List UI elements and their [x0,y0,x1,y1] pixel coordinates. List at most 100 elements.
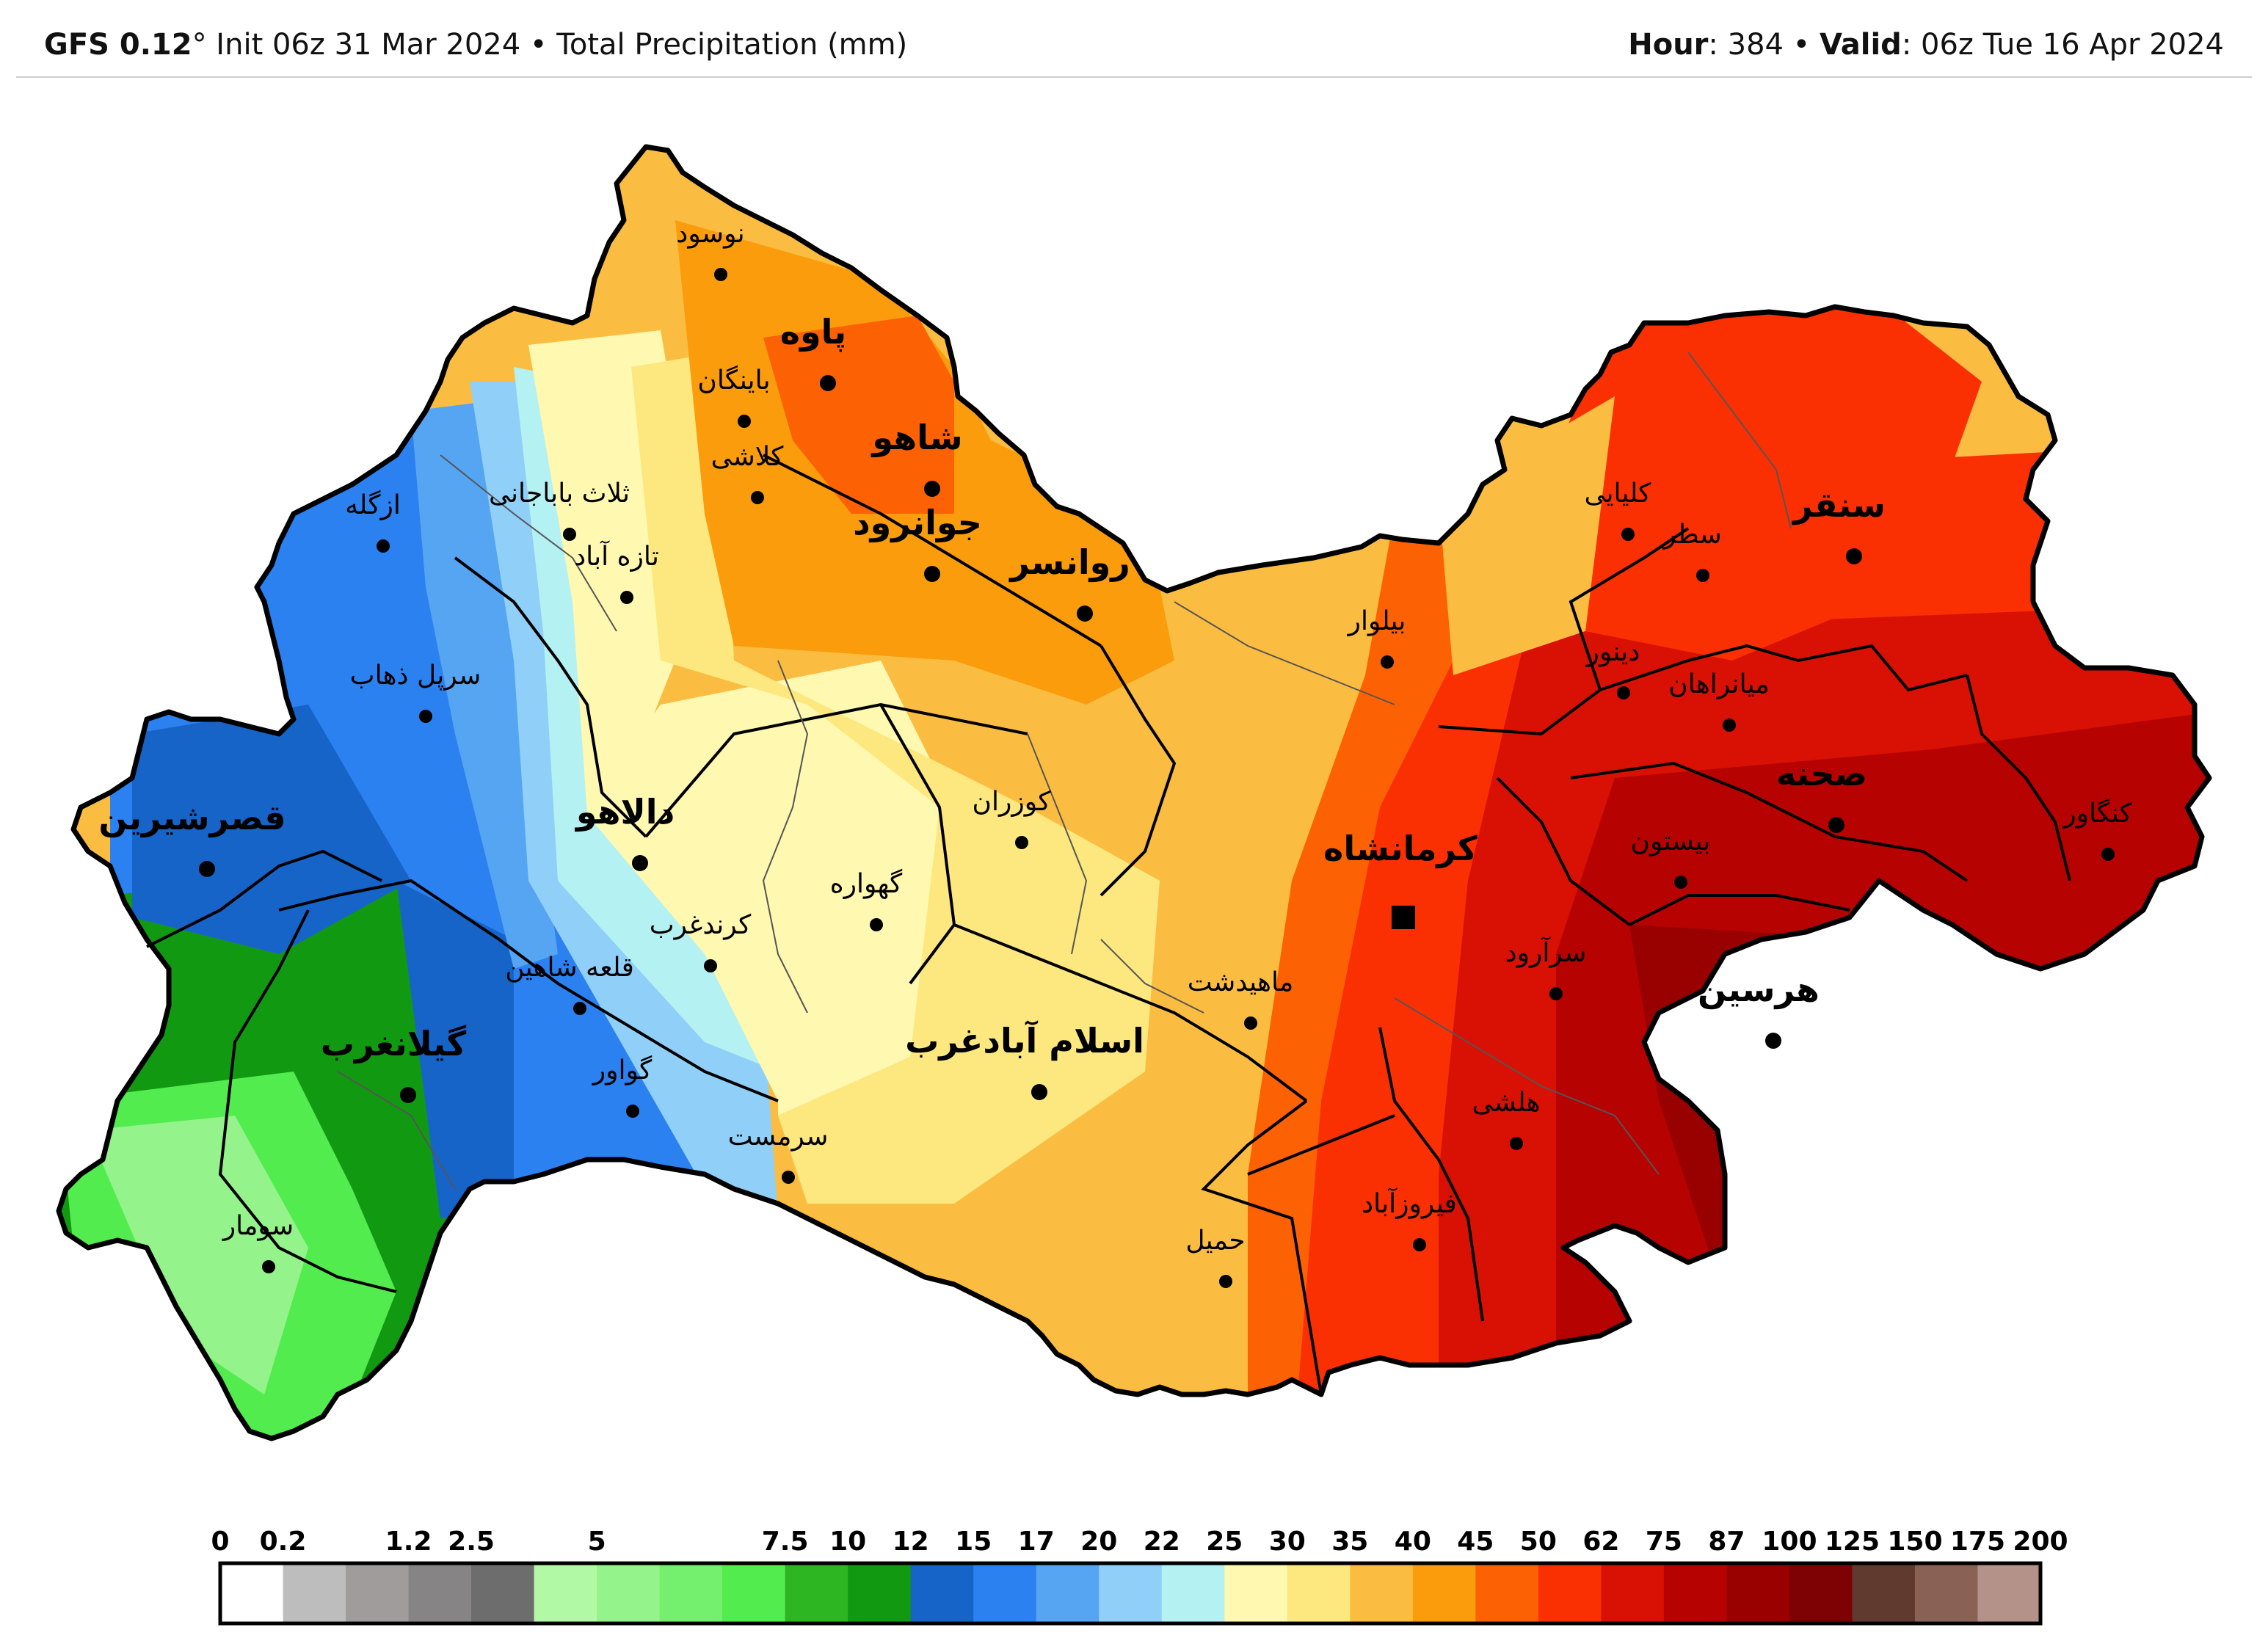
legend-swatches [220,1563,2041,1623]
legend-tick-label: 62 [1582,1527,1619,1557]
legend-swatch [1914,1563,1978,1623]
city-label: سرمست [728,1121,829,1152]
city-label: قلعه شاهین [505,953,634,983]
legend-swatch [1726,1563,1790,1623]
legend-tick-label: 17 [1018,1527,1055,1557]
city-dot [1828,817,1844,833]
precip-fill [59,147,2209,1438]
city-marker: سرپل ذهاب [350,661,481,723]
header-valid: Hour: 384 • Valid: 06z Tue 16 Apr 2024 [1628,28,2224,62]
model-name: GFS 0.12 [44,28,192,62]
legend-ticks: 0 0.2 1.2 2.5 5 7.5 10 12 15 17 20 22 25 30 35 40 45 50 62… [211,1527,2068,1557]
legend-swatch [659,1563,723,1623]
city-dot [1696,569,1709,582]
city-dot [1621,528,1635,541]
city-marker: دینور [1585,637,1640,699]
city-dot [563,528,576,541]
city-marker: کوزران [973,787,1051,849]
legend-tick-label: 200 [2013,1527,2068,1557]
legend-swatch [1663,1563,1727,1623]
city-label: قصرشیرین [98,798,286,837]
city-marker: کرمانشاه [1323,829,1478,868]
precipitation-legend: 0 0.2 1.2 2.5 5 7.5 10 12 15 17 20 22 25 30 35 40 45 50 62… [211,1527,2068,1626]
city-layer: نوسود پاوه باینگان شاهو کلاشی ازگله ثلاث باباج… [98,219,2133,1288]
legend-swatch [220,1563,284,1623]
city-label: شاهو [871,418,962,457]
legend-swatch [1977,1563,2041,1623]
city-marker: تازه آباد [574,539,659,604]
city-marker: دالاهو [575,792,675,871]
city-label: سطر [1662,520,1722,550]
city-dot [377,539,390,553]
city-dot [1510,1137,1523,1150]
city-marker: باینگان [697,365,771,428]
legend-tick-label: 45 [1457,1527,1494,1557]
city-label: ماهیدشت [1188,967,1294,997]
legend-tick-label: 100 [1762,1527,1817,1557]
city-label: سرپل ذهاب [350,661,481,691]
city-marker: فیروزآباد [1362,1187,1457,1251]
city-dot [2101,848,2115,861]
city-label: فیروزآباد [1362,1187,1457,1219]
legend-tick-label: 125 [1825,1527,1880,1557]
city-label: هلشی [1472,1088,1540,1118]
city-label: سرآرود [1505,936,1587,968]
city-marker: پاوه [780,312,846,391]
legend-tick-label: 2.5 [448,1527,495,1557]
city-label: کرمانشاه [1323,829,1478,868]
city-dot [1549,987,1563,1000]
legend-swatch [1099,1563,1163,1623]
city-label: کلیایی [1585,479,1652,509]
valid-value: : 06z Tue 16 Apr 2024 [1901,28,2224,62]
city-marker: ثلاث باباجانی [489,479,630,541]
city-label: پاوه [780,312,846,352]
city-label: جوانرود [853,503,982,542]
bullet-separator: • [520,28,557,62]
city-label: اسلام آبادغرب [905,1020,1144,1061]
legend-tick-label: 50 [1520,1527,1557,1557]
legend-tick-label: 40 [1395,1527,1431,1557]
legend-tick-label: 15 [955,1527,992,1557]
legend-frame [218,1561,2043,1626]
legend-swatch [1852,1563,1916,1623]
city-dot [1244,1016,1257,1030]
city-dot [1031,1084,1047,1100]
city-dot [870,918,883,931]
city-dot [1674,876,1687,889]
city-marker: سرآرود [1505,936,1587,1000]
legend-swatch [910,1563,974,1623]
legend-tick-label: 22 [1144,1527,1180,1557]
city-label: ازگله [345,490,401,520]
hour-value: : 384 [1708,28,1784,62]
city-dot [738,415,751,428]
legend-swatch [1412,1563,1476,1623]
city-dot [1846,548,1862,564]
legend-tick-label: 35 [1331,1527,1368,1557]
city-marker: قلعه شاهین [505,953,634,1015]
init-time: Init 06z 31 Mar 2024 [206,28,521,62]
city-dot [1617,686,1630,699]
city-label: دینور [1585,637,1640,667]
header-title: GFS 0.12° Init 06z 31 Mar 2024 • Total P… [44,28,907,62]
city-marker: جوانرود [853,503,982,582]
city-label: گهواره [830,868,903,899]
city-label: سومار [222,1211,294,1241]
legend-swatch [848,1563,912,1623]
city-dot [1723,719,1736,732]
city-dot [262,1260,275,1273]
city-marker: ماهیدشت [1188,967,1294,1030]
legend-swatch [722,1563,786,1623]
city-dot [199,861,215,877]
city-marker: سطر [1662,520,1722,582]
legend-swatch [1475,1563,1539,1623]
city-marker: صحنه [1776,754,1867,833]
city-dot [1765,1033,1781,1049]
city-label: بیستون [1631,826,1711,856]
city-dot [924,566,940,582]
city-dot [751,491,764,504]
city-label: میانراهان [1668,669,1769,699]
legend-tick-label: 25 [1206,1527,1243,1557]
legend-swatch [1350,1563,1414,1623]
city-marker: اسلام آبادغرب [905,1020,1144,1100]
city-marker: روانسر [1008,542,1130,622]
